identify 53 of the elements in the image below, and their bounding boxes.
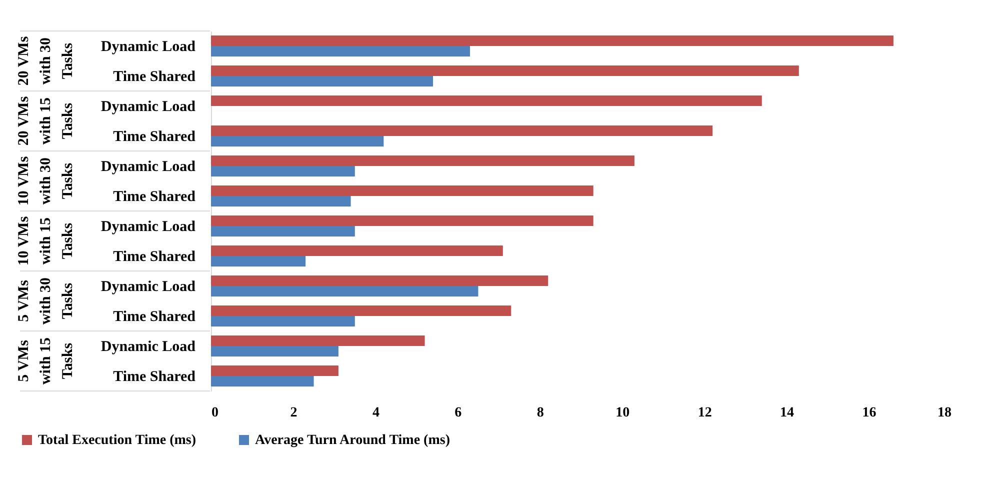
text: 10 VMs with 30 Tasks	[16, 156, 76, 206]
bar	[211, 306, 512, 316]
bar	[211, 96, 762, 106]
y-tick-label: Time Shared	[113, 369, 196, 385]
text: 5 VMs with 15 Tasks	[16, 337, 76, 385]
bar	[211, 166, 355, 176]
y-tick-label: Dynamic Load	[100, 279, 196, 295]
bar	[211, 136, 384, 146]
bar	[211, 256, 306, 266]
bar	[211, 226, 355, 236]
y-tick-label: Time Shared	[113, 189, 196, 205]
bar	[211, 46, 470, 56]
bar	[211, 276, 548, 286]
text: 5 VMs with 30 Tasks	[16, 277, 76, 325]
bar	[211, 156, 634, 166]
y-tick-label: Time Shared	[113, 69, 196, 85]
x-tick-label: 8	[536, 406, 544, 420]
bar	[211, 336, 425, 346]
y-tick-label: Dynamic Load	[100, 39, 196, 55]
text: 10 VMs with 15 Tasks	[16, 216, 76, 266]
bar	[211, 66, 799, 76]
bar	[211, 366, 338, 376]
x-tick-label: 6	[454, 406, 462, 420]
x-tick-label: 10	[616, 406, 630, 420]
bar	[211, 216, 594, 226]
x-tick-label: 14	[780, 406, 794, 420]
legend-label: Average Turn Around Time (ms)	[255, 433, 450, 448]
y-tick-label: Dynamic Load	[100, 99, 196, 115]
y-tick-label: Dynamic Load	[100, 159, 196, 175]
text: 20 VMs with 15 Tasks	[16, 96, 76, 146]
x-tick-label: 2	[290, 406, 298, 420]
bar	[211, 246, 503, 256]
bar	[211, 316, 355, 326]
y-tick-label: Dynamic Load	[100, 219, 196, 235]
bar	[211, 346, 338, 356]
bar	[211, 286, 478, 296]
x-tick-label: 0	[212, 406, 218, 420]
bar	[211, 36, 894, 46]
x-tick-label: 16	[862, 406, 876, 420]
x-tick-label: 12	[698, 406, 712, 420]
bar	[211, 186, 594, 196]
x-tick-label: 4	[372, 406, 380, 420]
y-tick-label: Time Shared	[113, 129, 196, 145]
x-tick-label: 18	[938, 406, 952, 420]
y-tick-label: Dynamic Load	[100, 339, 196, 355]
text: 20 VMs with 30 Tasks	[16, 36, 76, 86]
bar	[211, 126, 713, 136]
bar	[211, 76, 433, 86]
bar	[211, 376, 314, 386]
y-tick-label: Time Shared	[113, 309, 196, 325]
bar	[211, 196, 351, 206]
legend-label: Total Execution Time (ms)	[38, 433, 196, 448]
y-tick-label: Time Shared	[113, 249, 196, 265]
